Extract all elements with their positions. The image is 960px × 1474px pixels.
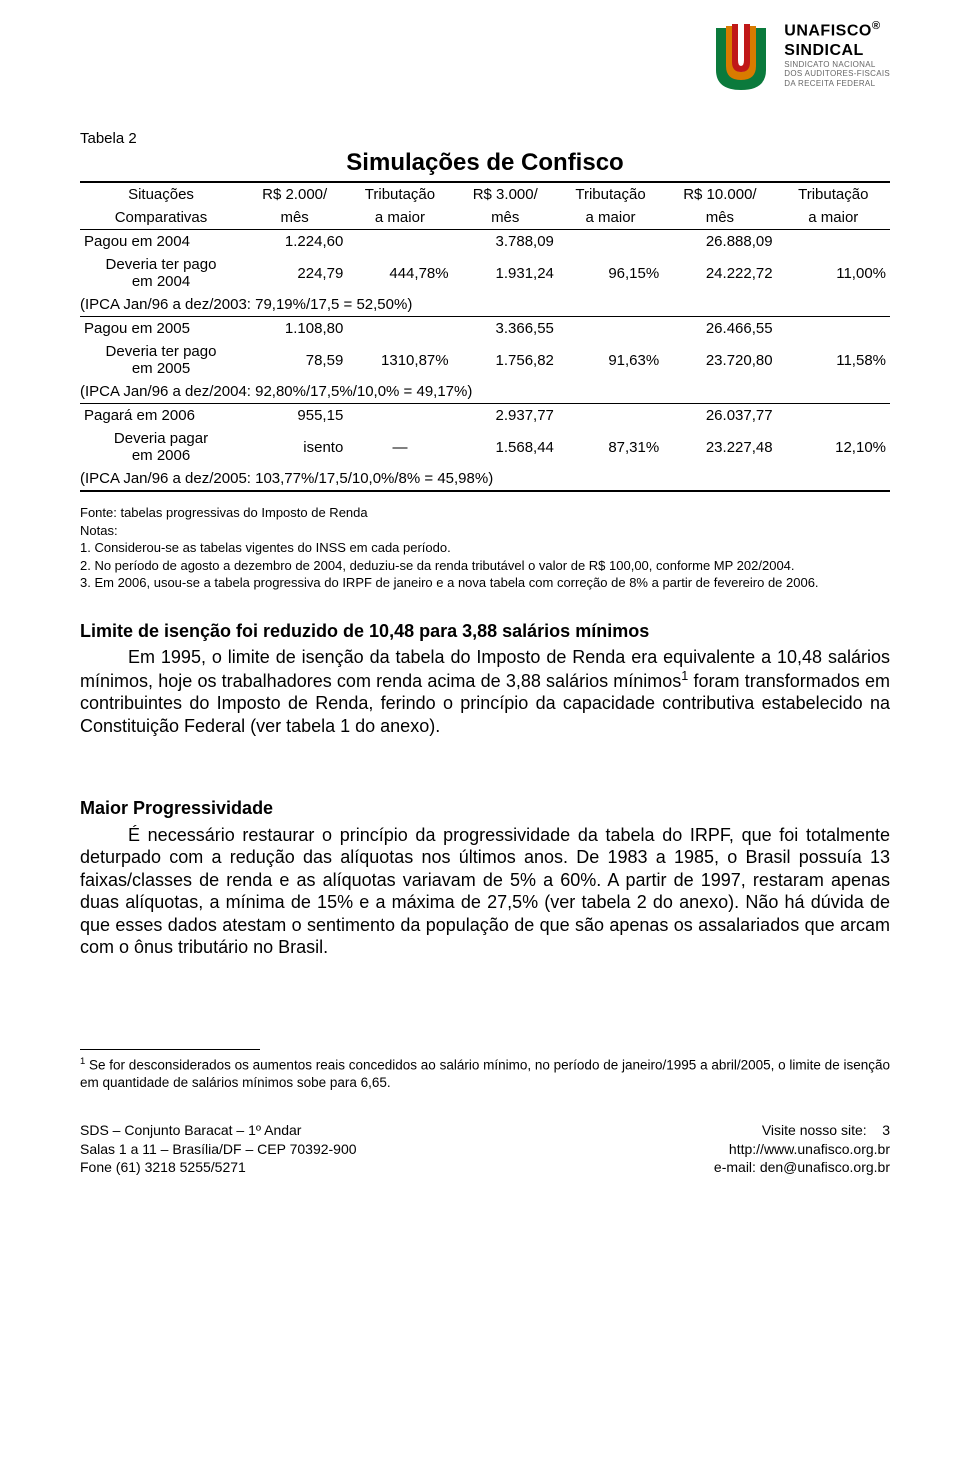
footer-addr1: SDS – Conjunto Baracat – 1º Andar xyxy=(80,1121,357,1139)
hdr-c3a: Tributação xyxy=(347,182,452,206)
cell: 23.227,48 xyxy=(663,427,776,467)
logo-brand-bot: SINDICAL xyxy=(784,41,890,60)
cell: isento xyxy=(242,427,347,467)
cell: 26.037,77 xyxy=(663,404,776,428)
cell: 87,31% xyxy=(558,427,663,467)
table-label: Tabela 2 xyxy=(80,130,890,147)
cell: 11,00% xyxy=(777,253,890,293)
hdr-c7a: Tributação xyxy=(777,182,890,206)
span-note: (IPCA Jan/96 a dez/2003: 79,19%/17,5 = 5… xyxy=(80,293,890,317)
logo-sub1: SINDICATO NACIONAL xyxy=(784,60,890,70)
row-label: Pagou em 2004 xyxy=(80,230,242,254)
span-note: (IPCA Jan/96 a dez/2004: 92,80%/17,5%/10… xyxy=(80,380,890,404)
footer-site-label: Visite nosso site: xyxy=(762,1122,867,1138)
table-title: Simulações de Confisco xyxy=(80,149,890,177)
hdr-c4b: mês xyxy=(453,206,558,230)
cell xyxy=(777,230,890,254)
hdr-c6b: mês xyxy=(663,206,776,230)
logo: UNAFISCO® SINDICAL SINDICATO NACIONAL DO… xyxy=(706,20,890,100)
hdr-c3b: a maior xyxy=(347,206,452,230)
hdr-c1b: Comparativas xyxy=(80,206,242,230)
section-limite: Limite de isenção foi reduzido de 10,48 … xyxy=(80,620,890,738)
cell: 444,78% xyxy=(347,253,452,293)
hdr-c5a: Tributação xyxy=(558,182,663,206)
row-label: Deveria pagarem 2006 xyxy=(80,427,242,467)
cell: 11,58% xyxy=(777,340,890,380)
cell: 955,15 xyxy=(242,404,347,428)
section2-heading: Maior Progressividade xyxy=(80,798,273,818)
cell: 1.568,44 xyxy=(453,427,558,467)
cell xyxy=(347,404,452,428)
cell: 26.888,09 xyxy=(663,230,776,254)
cell: 1310,87% xyxy=(347,340,452,380)
cell: 1.108,80 xyxy=(242,317,347,341)
cell: 1.224,60 xyxy=(242,230,347,254)
logo-sub2: DOS AUDITORES-FISCAIS xyxy=(784,69,890,79)
row-label: Pagou em 2005 xyxy=(80,317,242,341)
cell xyxy=(777,317,890,341)
cell: 2.937,77 xyxy=(453,404,558,428)
cell: 26.466,55 xyxy=(663,317,776,341)
cell: 12,10% xyxy=(777,427,890,467)
hdr-c2a: R$ 2.000/ xyxy=(242,182,347,206)
cell: 91,63% xyxy=(558,340,663,380)
hdr-c6a: R$ 10.000/ xyxy=(663,182,776,206)
cell xyxy=(347,230,452,254)
hdr-c4a: R$ 3.000/ xyxy=(453,182,558,206)
cell: 3.366,55 xyxy=(453,317,558,341)
unafisco-logo-icon xyxy=(706,20,776,100)
footnote: 1 Se for desconsiderados os aumentos rea… xyxy=(80,1056,890,1092)
hdr-c5b: a maior xyxy=(558,206,663,230)
row-label: Deveria ter pagoem 2004 xyxy=(80,253,242,293)
cell xyxy=(777,404,890,428)
footer-phone: Fone (61) 3218 5255/5271 xyxy=(80,1158,357,1176)
cell: 96,15% xyxy=(558,253,663,293)
cell: 224,79 xyxy=(242,253,347,293)
hdr-c7b: a maior xyxy=(777,206,890,230)
cell: 23.720,80 xyxy=(663,340,776,380)
logo-brand-top: UNAFISCO xyxy=(784,22,872,39)
cell: 78,59 xyxy=(242,340,347,380)
page-footer: SDS – Conjunto Baracat – 1º Andar Salas … xyxy=(80,1121,890,1176)
logo-sub3: DA RECEITA FEDERAL xyxy=(784,79,890,89)
cell xyxy=(558,230,663,254)
span-note: (IPCA Jan/96 a dez/2005: 103,77%/17,5/10… xyxy=(80,467,890,491)
row-label: Pagará em 2006 xyxy=(80,404,242,428)
cell: 1.931,24 xyxy=(453,253,558,293)
row-label: Deveria ter pagoem 2005 xyxy=(80,340,242,380)
logo-reg: ® xyxy=(872,20,881,32)
hdr-c1a: Situações xyxy=(80,182,242,206)
footnote-separator xyxy=(80,1049,260,1050)
footer-url: http://www.unafisco.org.br xyxy=(714,1140,890,1158)
simulation-table: Situações R$ 2.000/ Tributação R$ 3.000/… xyxy=(80,181,890,492)
cell: 3.788,09 xyxy=(453,230,558,254)
table-source: Fonte: tabelas progressivas do Imposto d… xyxy=(80,504,890,592)
section1-heading: Limite de isenção foi reduzido de 10,48 … xyxy=(80,621,649,641)
footer-email: e-mail: den@unafisco.org.br xyxy=(714,1158,890,1176)
footer-addr2: Salas 1 a 11 – Brasília/DF – CEP 70392-9… xyxy=(80,1140,357,1158)
cell xyxy=(558,317,663,341)
cell: 24.222,72 xyxy=(663,253,776,293)
section-progressividade: Maior Progressividade É necessário resta… xyxy=(80,797,890,959)
cell xyxy=(558,404,663,428)
cell: 1.756,82 xyxy=(453,340,558,380)
cell xyxy=(347,317,452,341)
cell: — xyxy=(347,427,452,467)
page-number: 3 xyxy=(882,1122,890,1138)
hdr-c2b: mês xyxy=(242,206,347,230)
